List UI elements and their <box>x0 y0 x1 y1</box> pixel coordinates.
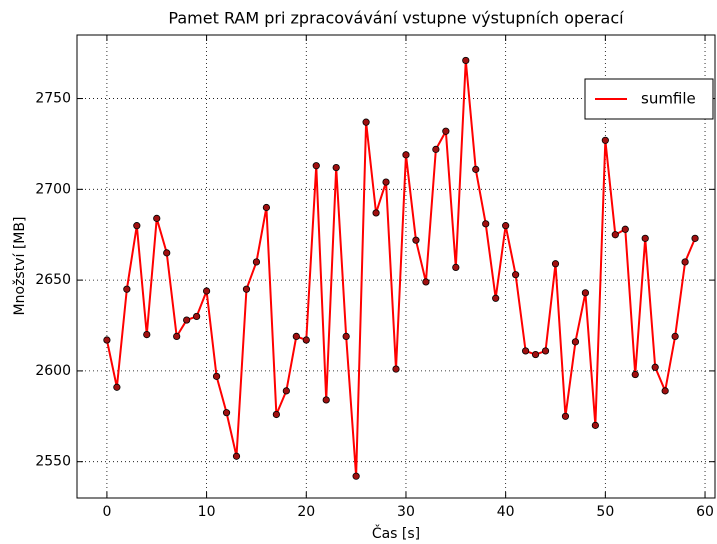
data-point <box>392 365 400 373</box>
data-point <box>342 332 350 341</box>
data-point <box>292 332 300 341</box>
x-tick-label: 50 <box>596 504 614 520</box>
data-point <box>402 151 410 159</box>
data-point <box>382 178 390 186</box>
data-point <box>242 285 251 293</box>
data-point <box>551 260 560 268</box>
data-point <box>492 294 500 302</box>
x-tick-label: 60 <box>696 504 714 520</box>
data-point <box>661 387 669 395</box>
data-point <box>641 234 649 242</box>
data-point <box>531 350 540 359</box>
data-point <box>541 347 550 355</box>
chart-title: Pamet RAM pri zpracovávání vstupne výstu… <box>168 9 624 28</box>
data-point <box>601 136 609 144</box>
data-point <box>133 222 141 230</box>
data-point <box>422 278 430 286</box>
data-point <box>621 225 629 233</box>
data-point <box>581 289 590 297</box>
data-point <box>352 472 360 480</box>
x-tick-label: 30 <box>397 504 415 520</box>
data-point <box>561 412 570 420</box>
data-point <box>222 409 231 417</box>
series-line <box>105 60 696 477</box>
y-tick-label: 2600 <box>35 363 71 379</box>
data-point <box>462 56 470 65</box>
x-axis-label: Čas [s] <box>372 524 420 542</box>
data-point <box>591 421 599 429</box>
data-point <box>611 231 619 239</box>
data-point <box>312 162 320 170</box>
data-point <box>183 316 191 324</box>
y-tick-label: 2650 <box>35 272 71 288</box>
data-point <box>372 209 380 217</box>
legend-label: sumfile <box>641 90 696 108</box>
x-tick-label: 10 <box>198 504 216 520</box>
data-point <box>691 234 699 242</box>
data-point <box>472 165 480 173</box>
data-point <box>232 452 241 460</box>
data-point <box>173 332 181 341</box>
data-point <box>153 214 161 222</box>
data-point <box>512 271 520 279</box>
data-point <box>262 203 271 212</box>
data-point <box>571 338 580 346</box>
data-point <box>681 258 689 266</box>
y-tick-label: 2750 <box>35 91 71 107</box>
y-axis-label: Množství [MB] <box>12 217 28 316</box>
data-point <box>521 347 530 355</box>
data-point <box>452 263 460 272</box>
data-point <box>442 127 450 135</box>
y-tick-label: 2550 <box>35 454 71 470</box>
x-tick-label: 20 <box>297 504 315 520</box>
data-point <box>482 220 490 228</box>
data-point <box>651 363 659 371</box>
data-point <box>103 336 111 344</box>
data-point <box>332 163 340 172</box>
data-point <box>671 332 679 341</box>
data-point <box>432 145 440 153</box>
data-point <box>322 396 330 404</box>
data-point <box>412 236 420 244</box>
data-point <box>123 285 131 293</box>
data-point <box>113 383 121 391</box>
data-point <box>212 372 221 380</box>
data-point <box>362 118 370 126</box>
data-point <box>202 287 211 295</box>
data-point <box>282 387 290 395</box>
x-tick-label: 0 <box>102 504 111 520</box>
data-point <box>143 330 151 339</box>
data-point <box>193 312 201 321</box>
data-point <box>302 336 310 344</box>
data-point <box>163 249 171 257</box>
data-point <box>631 370 639 379</box>
plot-frame <box>76 34 716 499</box>
data-point <box>272 410 280 419</box>
data-point <box>252 258 261 266</box>
y-tick-label: 2700 <box>35 181 71 197</box>
x-tick-label: 40 <box>497 504 515 520</box>
data-point <box>502 222 510 230</box>
